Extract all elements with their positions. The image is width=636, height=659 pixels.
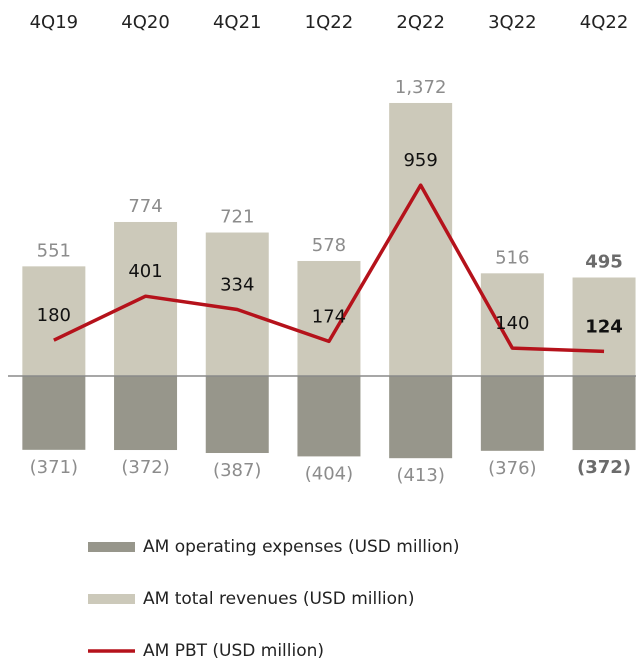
legend-label: AM total revenues (USD million) xyxy=(143,589,414,609)
category-label: 2Q22 xyxy=(396,12,445,33)
category-label: 3Q22 xyxy=(488,12,537,33)
bar xyxy=(205,376,269,454)
value-label: 495 xyxy=(585,251,623,272)
value-label: 1,372 xyxy=(395,77,447,98)
line xyxy=(53,183,605,354)
value-label: (387) xyxy=(213,460,261,481)
bar xyxy=(389,376,453,459)
value-label: 516 xyxy=(495,247,529,268)
bar xyxy=(480,273,544,376)
bar xyxy=(297,260,361,376)
value-label: 174 xyxy=(312,306,346,327)
category-label: 4Q20 xyxy=(121,12,170,33)
category-label: 4Q21 xyxy=(213,12,262,33)
value-label: (372) xyxy=(121,457,169,478)
legend-swatch xyxy=(88,594,135,604)
bar xyxy=(22,266,86,376)
value-label: 721 xyxy=(220,207,254,228)
value-label: 124 xyxy=(585,316,623,337)
value-label: 401 xyxy=(128,261,162,282)
value-label: 959 xyxy=(403,150,437,171)
bar xyxy=(572,277,636,376)
bar xyxy=(389,102,453,377)
value-label: 140 xyxy=(495,313,529,334)
value-label: 578 xyxy=(312,235,346,256)
value-label: 180 xyxy=(37,305,71,326)
value-label: (413) xyxy=(396,465,444,486)
legend-label: AM operating expenses (USD million) xyxy=(143,537,460,557)
legend-swatch xyxy=(88,542,135,552)
value-label: (404) xyxy=(305,463,353,484)
value-label: (372) xyxy=(577,457,631,478)
value-label: 551 xyxy=(37,240,71,261)
category-label: 4Q22 xyxy=(580,12,629,33)
category-label: 4Q19 xyxy=(30,12,79,33)
bar xyxy=(297,376,361,457)
bar xyxy=(205,232,269,376)
category-label: 1Q22 xyxy=(305,12,354,33)
legend-label: AM PBT (USD million) xyxy=(143,641,324,659)
value-label: 774 xyxy=(128,196,162,217)
bar xyxy=(480,376,544,451)
bar xyxy=(572,376,636,451)
value-label: (376) xyxy=(488,458,536,479)
bar xyxy=(22,376,86,450)
value-label: (371) xyxy=(30,457,78,478)
bar xyxy=(114,376,178,451)
value-label: 334 xyxy=(220,275,254,296)
